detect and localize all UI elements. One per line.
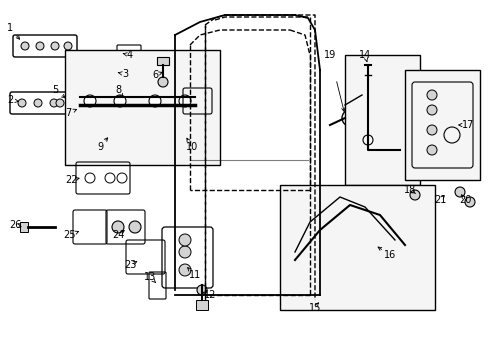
Circle shape <box>197 285 206 295</box>
Bar <box>345 55 419 185</box>
Circle shape <box>114 95 126 107</box>
Bar <box>20 222 28 232</box>
Circle shape <box>51 42 59 50</box>
Circle shape <box>426 125 436 135</box>
Text: 7: 7 <box>65 108 71 118</box>
Text: 23: 23 <box>123 260 136 270</box>
Bar <box>65 50 220 165</box>
Circle shape <box>179 246 191 258</box>
Bar <box>404 70 479 180</box>
Circle shape <box>179 234 191 246</box>
Text: 3: 3 <box>122 69 128 79</box>
Bar <box>157 57 169 65</box>
Circle shape <box>426 105 436 115</box>
Text: 9: 9 <box>97 142 103 152</box>
Bar <box>196 300 207 310</box>
Circle shape <box>129 221 141 233</box>
Text: 25: 25 <box>63 230 76 240</box>
Text: 11: 11 <box>188 270 201 280</box>
Text: 22: 22 <box>65 175 78 185</box>
Circle shape <box>56 99 64 107</box>
Text: 20: 20 <box>458 195 470 205</box>
Circle shape <box>426 90 436 100</box>
Text: 24: 24 <box>112 230 124 240</box>
Text: 8: 8 <box>115 85 121 95</box>
Circle shape <box>50 99 58 107</box>
Text: 5: 5 <box>52 85 58 95</box>
Text: 4: 4 <box>127 50 133 60</box>
Circle shape <box>179 95 191 107</box>
Circle shape <box>64 42 72 50</box>
Text: 6: 6 <box>152 70 158 80</box>
Text: 14: 14 <box>358 50 370 60</box>
Text: 16: 16 <box>383 250 395 260</box>
Circle shape <box>464 197 474 207</box>
Text: 21: 21 <box>433 195 445 205</box>
Circle shape <box>409 190 419 200</box>
Text: 13: 13 <box>143 272 156 282</box>
Text: 2: 2 <box>7 95 13 105</box>
Text: 26: 26 <box>9 220 21 230</box>
Text: 15: 15 <box>308 303 321 313</box>
Circle shape <box>149 95 161 107</box>
Circle shape <box>18 99 26 107</box>
Circle shape <box>179 264 191 276</box>
Circle shape <box>112 221 124 233</box>
Circle shape <box>84 95 96 107</box>
Circle shape <box>36 42 44 50</box>
Circle shape <box>426 145 436 155</box>
Text: 12: 12 <box>203 290 216 300</box>
Circle shape <box>454 187 464 197</box>
Circle shape <box>21 42 29 50</box>
Text: 17: 17 <box>461 120 473 130</box>
Circle shape <box>158 77 168 87</box>
Text: 18: 18 <box>403 185 415 195</box>
Text: 1: 1 <box>7 23 13 33</box>
Text: 10: 10 <box>185 142 198 152</box>
Circle shape <box>34 99 42 107</box>
Bar <box>280 185 434 310</box>
Text: 19: 19 <box>323 50 335 60</box>
